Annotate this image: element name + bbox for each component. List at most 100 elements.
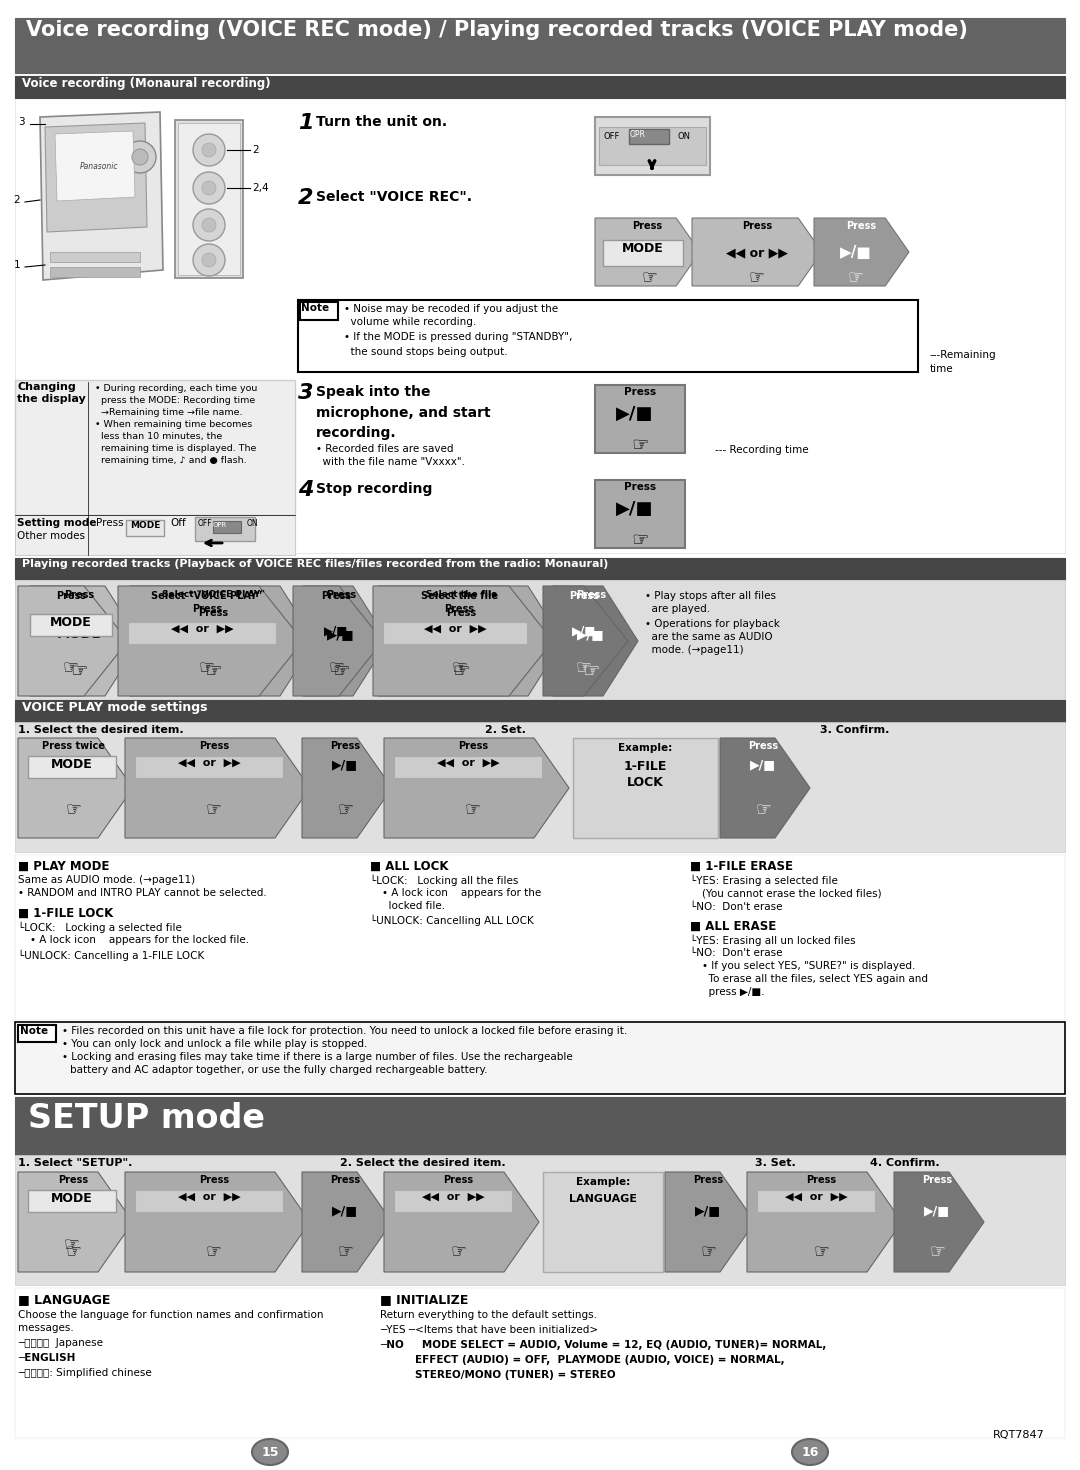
Text: STEREO/MONO (TUNER) = STEREO: STEREO/MONO (TUNER) = STEREO <box>415 1370 616 1380</box>
Text: ▶▶: ▶▶ <box>222 626 240 639</box>
Bar <box>0 0 1080 18</box>
Polygon shape <box>692 218 822 287</box>
Text: • You can only lock and unlock a file while play is stopped.: • You can only lock and unlock a file wh… <box>62 1039 367 1050</box>
Bar <box>595 385 685 453</box>
Text: 16: 16 <box>801 1445 819 1458</box>
Bar <box>629 129 669 144</box>
Text: Press: Press <box>330 741 361 751</box>
Text: 4. Confirm.: 4. Confirm. <box>870 1158 940 1169</box>
Text: ◀◀ or ▶▶: ◀◀ or ▶▶ <box>726 245 788 259</box>
Text: Press: Press <box>199 1175 229 1185</box>
Text: 3. Set.: 3. Set. <box>755 1158 796 1169</box>
Text: Press: Press <box>569 591 599 601</box>
Text: ─YES ─<Items that have been initialized>: ─YES ─<Items that have been initialized> <box>380 1324 598 1335</box>
Bar <box>15 1022 1065 1094</box>
Text: ▶/■: ▶/■ <box>696 1204 721 1217</box>
Text: Select "VOICE PLAY": Select "VOICE PLAY" <box>162 589 265 598</box>
Polygon shape <box>665 1172 755 1272</box>
Text: Select "VOICE REC".: Select "VOICE REC". <box>316 190 472 204</box>
Text: are the same as AUDIO: are the same as AUDIO <box>645 632 772 642</box>
Bar <box>135 756 283 778</box>
Text: 2: 2 <box>13 196 21 204</box>
Polygon shape <box>130 587 315 695</box>
Text: ☞: ☞ <box>63 659 79 676</box>
Text: ☞: ☞ <box>64 1235 80 1252</box>
Text: Press: Press <box>624 387 656 397</box>
Text: ▶/■: ▶/■ <box>578 628 605 641</box>
Bar <box>298 300 918 372</box>
Text: ☞: ☞ <box>813 1242 829 1260</box>
Text: • Play stops after all files: • Play stops after all files <box>645 591 777 601</box>
Bar <box>15 700 1065 722</box>
Text: ■ LANGUAGE: ■ LANGUAGE <box>18 1294 110 1305</box>
Polygon shape <box>293 587 383 695</box>
Text: ☞: ☞ <box>205 1242 221 1260</box>
Text: Press: Press <box>199 741 229 751</box>
Text: or: or <box>457 626 467 637</box>
Text: └UNLOCK: Cancelling a 1-FILE LOCK: └UNLOCK: Cancelling a 1-FILE LOCK <box>18 950 204 961</box>
Text: ◀◀  or  ▶▶: ◀◀ or ▶▶ <box>423 623 486 634</box>
Text: Choose the language for function names and confirmation: Choose the language for function names a… <box>18 1310 324 1320</box>
Bar <box>15 76 1065 98</box>
Text: Press: Press <box>742 220 772 231</box>
Text: MODE: MODE <box>130 520 160 531</box>
Text: ☞: ☞ <box>700 1242 716 1260</box>
Text: MODE: MODE <box>624 247 666 260</box>
Bar <box>15 581 1065 700</box>
Text: 4: 4 <box>298 481 313 500</box>
Bar <box>15 559 1065 581</box>
Text: →Remaining time →file name.: →Remaining time →file name. <box>95 409 243 417</box>
Circle shape <box>132 148 148 165</box>
Text: ON: ON <box>677 132 690 141</box>
Bar <box>15 722 1065 853</box>
Text: └YES: Erasing a selected file: └YES: Erasing a selected file <box>690 875 838 886</box>
Text: └UNLOCK: Cancelling ALL LOCK: └UNLOCK: Cancelling ALL LOCK <box>370 914 534 926</box>
Text: └LOCK:   Locking a selected file: └LOCK: Locking a selected file <box>18 922 181 933</box>
Polygon shape <box>720 738 810 838</box>
Text: are played.: are played. <box>645 604 711 614</box>
Text: └NO:  Don't erase: └NO: Don't erase <box>690 903 783 911</box>
Circle shape <box>202 218 216 232</box>
Bar <box>195 517 255 541</box>
Text: Press: Press <box>65 589 95 600</box>
Bar <box>595 118 710 175</box>
Text: ☞: ☞ <box>642 268 658 287</box>
Text: ☞: ☞ <box>929 1242 945 1260</box>
Text: Setting mode: Setting mode <box>17 517 96 528</box>
Text: messages.: messages. <box>18 1323 73 1333</box>
Text: MODE: MODE <box>51 1192 93 1205</box>
Text: 2: 2 <box>298 188 313 207</box>
Circle shape <box>202 253 216 268</box>
Polygon shape <box>384 1172 539 1272</box>
Polygon shape <box>543 587 627 695</box>
Polygon shape <box>378 587 563 695</box>
Text: ☞: ☞ <box>337 800 353 817</box>
Text: Example:: Example: <box>576 1177 630 1186</box>
Polygon shape <box>302 1172 392 1272</box>
Text: ☞: ☞ <box>337 1242 353 1260</box>
Text: ▶/■: ▶/■ <box>617 500 653 517</box>
Text: Press: Press <box>192 604 221 614</box>
Text: EFFECT (AUDIO) = OFF,  PLAYMODE (AUDIO, VOICE) = NORMAL,: EFFECT (AUDIO) = OFF, PLAYMODE (AUDIO, V… <box>415 1355 785 1366</box>
Ellipse shape <box>792 1439 828 1466</box>
Bar <box>15 581 1065 700</box>
Polygon shape <box>45 123 147 232</box>
Text: MODE: MODE <box>57 628 102 641</box>
Ellipse shape <box>252 1439 288 1466</box>
Text: ▶/■: ▶/■ <box>924 1204 950 1217</box>
Bar <box>15 98 1065 553</box>
Text: 1: 1 <box>298 113 313 132</box>
Text: ☞: ☞ <box>204 662 222 681</box>
Text: Press: Press <box>444 604 474 614</box>
Text: LANGUAGE: LANGUAGE <box>569 1194 637 1204</box>
Text: ▶▶: ▶▶ <box>470 626 488 639</box>
Circle shape <box>193 209 225 241</box>
Text: ▶/■: ▶/■ <box>333 1204 359 1217</box>
Bar <box>573 738 718 838</box>
Text: Press: Press <box>199 609 228 617</box>
Polygon shape <box>595 218 700 287</box>
Text: ☞: ☞ <box>451 659 468 676</box>
Bar <box>383 622 527 644</box>
Text: Press: Press <box>321 591 351 601</box>
Text: ▶/■: ▶/■ <box>840 245 872 260</box>
